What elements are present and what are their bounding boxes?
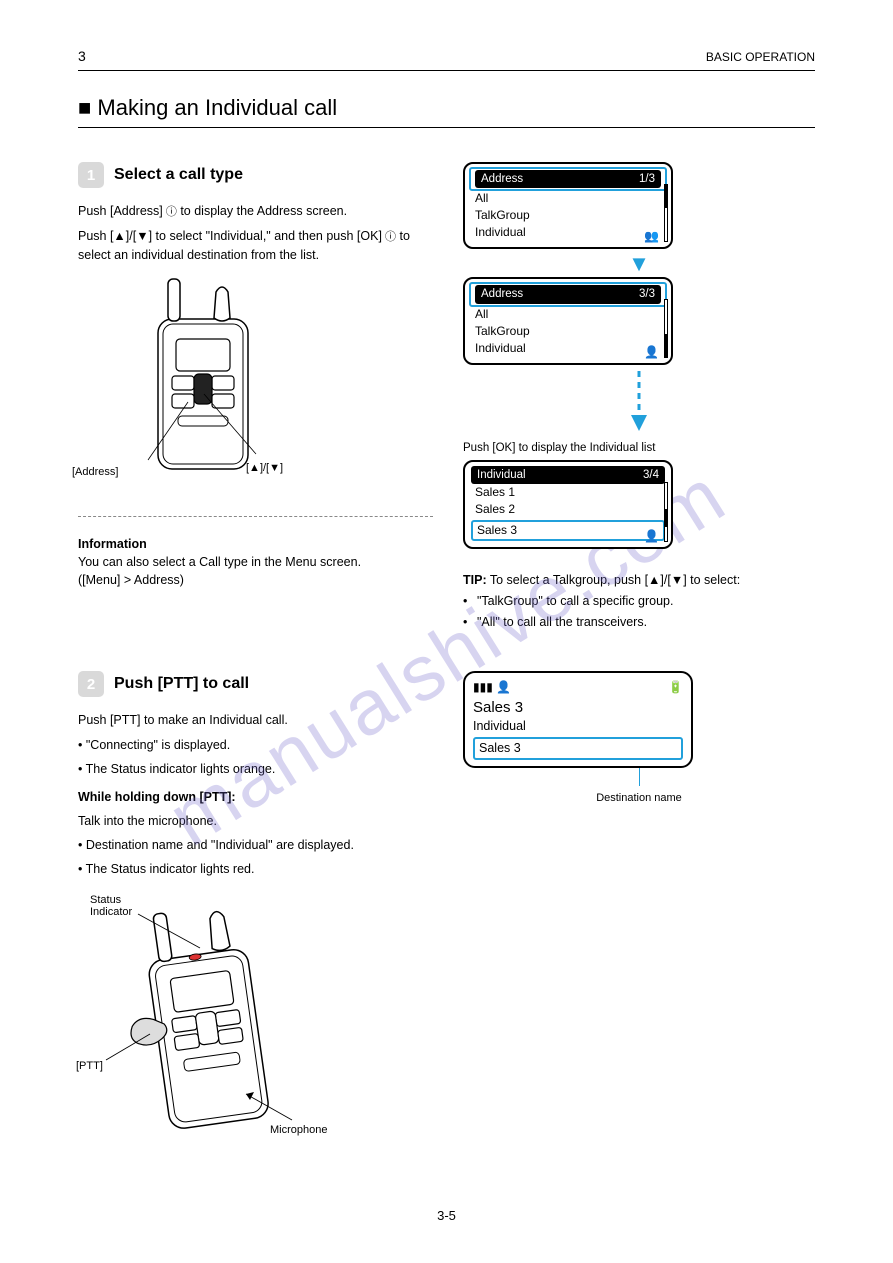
step1-right: Address 1/3 All TalkGroup Individual 👥 ▼ [463, 162, 815, 631]
rule-mid [78, 127, 815, 128]
s3-tb-right: 3/4 [643, 468, 659, 482]
page-title: ■ Making an Individual call [78, 95, 815, 121]
tip-bullet-0-t: "TalkGroup" to call a specific group. [477, 592, 673, 611]
s2-person-icon: 👤 [644, 345, 659, 360]
s2-tb-left: Address [481, 287, 523, 301]
standby-sub: Destination name [463, 792, 815, 804]
s3-row-1: Sales 2 [471, 501, 665, 518]
person-icon: 👤 [496, 680, 511, 694]
s3-scrollbar [664, 482, 668, 542]
step2-line-0: Push [PTT] to make an Individual call. [78, 711, 433, 729]
label-ptt: [PTT] [76, 1060, 103, 1072]
arrow-down-1: ▼ [463, 253, 815, 275]
s3-row-2-focus: Sales 3 [471, 520, 665, 541]
individual-list-screen: Individual 3/4 Sales 1 Sales 2 Sales 3 👤 [463, 460, 673, 549]
arrow-dashed [463, 371, 815, 436]
tip-block: TIP: To select a Talkgroup, push [▲]/[▼]… [463, 571, 815, 631]
step2-line-2: • The Status indicator lights orange. [78, 760, 433, 778]
section-number: 3 [78, 48, 86, 64]
label-updown: [▲]/[▼] [246, 462, 283, 474]
radio-device-2-svg [78, 884, 338, 1144]
info-block: Information You can also select a Call t… [78, 535, 433, 589]
standby-line1: Sales 3 [473, 698, 683, 718]
s3-tb-left: Individual [477, 468, 526, 482]
tip-intro: To select a Talkgroup, push [▲]/[▼] to s… [487, 573, 741, 587]
while-label-b: While holding down [PTT]: [78, 790, 236, 804]
standby-focus: Sales 3 [473, 737, 683, 760]
info-label: Information [78, 537, 147, 551]
step2-line-1: • "Connecting" is displayed. [78, 736, 433, 754]
standby-line2: Individual [473, 718, 683, 735]
s2-titlebar-hl: Address 3/3 [469, 282, 667, 306]
s2-row-2: Individual [471, 340, 665, 357]
address-screen-2: Address 3/3 All TalkGroup Individual 👤 [463, 277, 673, 364]
step2-while-2: • The Status indicator lights red. [78, 860, 433, 878]
step1-title: Select a call type [114, 166, 243, 184]
s2-row-0: All [471, 306, 665, 323]
page-footer: 3-5 [0, 1208, 893, 1223]
s2-tb-right: 3/3 [639, 287, 655, 301]
step1-num-box: 1 [78, 162, 104, 188]
standby-leader [639, 768, 640, 786]
address-screen-1: Address 1/3 All TalkGroup Individual 👥 [463, 162, 673, 249]
standby-screen: ▮▮▮ 👤 🔋 Sales 3 Individual Sales 3 [463, 671, 693, 767]
s1-row-0: All [471, 190, 665, 207]
label-address: [Address] [72, 466, 118, 478]
tip-bullet-0: •"TalkGroup" to call a specific group. [463, 592, 815, 611]
s1-tb-right: 1/3 [639, 172, 655, 186]
step1-left: 1 Select a call type Push [Address] ⓘ to… [78, 162, 433, 631]
s1-scrollbar [664, 184, 668, 242]
step2-title: Push [PTT] to call [114, 675, 249, 693]
step2-left: 2 Push [PTT] to call Push [PTT] to make … [78, 671, 433, 1144]
tip-bullet-1-t: "All" to call all the transceivers. [477, 613, 647, 632]
radio-illustration-1: [Address] [▲]/[▼] [78, 274, 298, 504]
s2-scrollbar [664, 299, 668, 357]
step1-p1-key: [Address] [110, 204, 163, 218]
s1-titlebar: Address 1/3 [469, 167, 667, 191]
step1-p1-tag: ⓘ [163, 206, 177, 218]
radio-device-svg [138, 274, 268, 484]
s3-person-icon: 👤 [644, 529, 659, 544]
step1-p1-a: Push [78, 204, 110, 218]
step1-row: 1 Select a call type Push [Address] ⓘ to… [78, 162, 815, 631]
s3-titlebar: Individual 3/4 [471, 466, 665, 484]
step1-p2-a: Push [▲]/[▼] to select "Individual," and… [78, 229, 357, 243]
step1-p1-b: to display the Address screen. [177, 204, 347, 218]
step2-while-0: Talk into the microphone. [78, 812, 433, 830]
label-status-indicator: Status Indicator [90, 894, 132, 918]
rule-top [78, 70, 815, 71]
step2-head: 2 Push [PTT] to call [78, 671, 433, 697]
push-ok-note: Push [OK] to display the Individual list [463, 442, 815, 454]
step1-head: 1 Select a call type [78, 162, 433, 188]
s1-tb-left: Address [481, 172, 523, 186]
header-row: 3 BASIC OPERATION [78, 48, 815, 64]
step2-num-box: 2 [78, 671, 104, 697]
s1-row-2: Individual [471, 224, 665, 241]
step1-p2: Push [▲]/[▼] to select "Individual," and… [78, 227, 433, 264]
label-microphone: Microphone [270, 1124, 327, 1136]
step1-p2-key: [OK] [357, 229, 382, 243]
signal-icon: ▮▮▮ [473, 680, 493, 694]
tip-label: TIP: [463, 573, 487, 587]
info-line-0: You can also select a Call type in the M… [78, 555, 361, 569]
tip-bullet-1: •"All" to call all the transceivers. [463, 613, 815, 632]
step2-while-label: While holding down [PTT]: [78, 788, 433, 806]
page: manualshive.com 3 BASIC OPERATION ■ Maki… [0, 0, 893, 1263]
step2-while-1: • Destination name and "Individual" are … [78, 836, 433, 854]
radio-illustration-2: Status Indicator [PTT] Microphone [78, 884, 338, 1144]
section-label: BASIC OPERATION [706, 50, 815, 64]
step1-p2-tag: ⓘ [382, 231, 396, 243]
info-line-1: ([Menu] > Address) [78, 573, 184, 587]
s1-people-icon: 👥 [644, 229, 659, 244]
dash-divider [78, 516, 433, 517]
standby-topbar: ▮▮▮ 👤 🔋 [473, 679, 683, 695]
battery-icon: 🔋 [668, 679, 683, 695]
s3-row-0: Sales 1 [471, 484, 665, 501]
step2-right: ▮▮▮ 👤 🔋 Sales 3 Individual Sales 3 Desti… [463, 671, 815, 1144]
step1-p1: Push [Address] ⓘ to display the Address … [78, 202, 433, 221]
s2-row-1: TalkGroup [471, 323, 665, 340]
step2-row: 2 Push [PTT] to call Push [PTT] to make … [78, 671, 815, 1144]
s1-row-1: TalkGroup [471, 207, 665, 224]
